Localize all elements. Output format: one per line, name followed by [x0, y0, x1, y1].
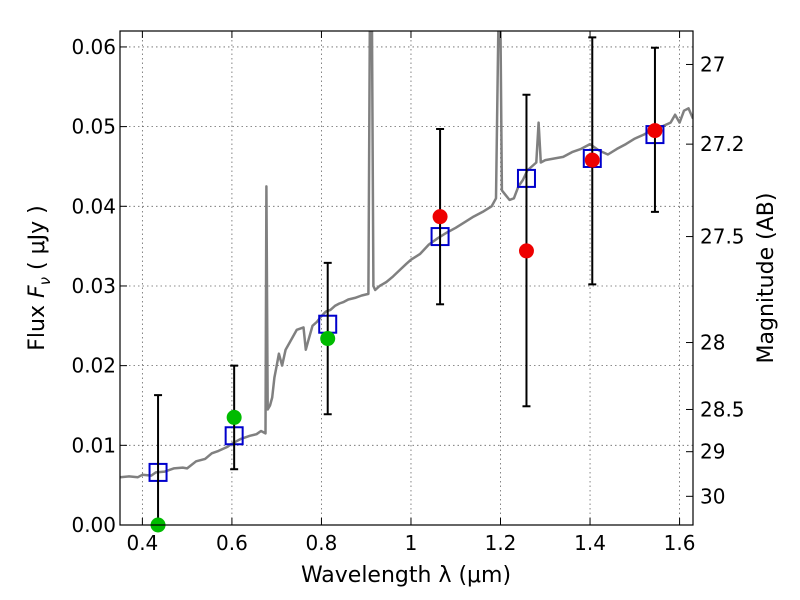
y-tick-label: 0.05	[71, 115, 116, 139]
axis-ticks: 0.4 0.6 0.8 1 1.2 1.4 1.6 0.00 0.01 0.02 0.03 0.04 0…	[71, 31, 745, 555]
y-tick-label: 0.06	[71, 35, 116, 59]
magnitude-tick-label: 28	[700, 331, 725, 355]
observed-flux-point	[320, 331, 336, 347]
y-tick-label: 0.04	[71, 194, 116, 218]
observed-flux-point	[226, 409, 242, 425]
magnitude-tick-label: 27.2	[700, 132, 745, 156]
observed-flux-point	[432, 209, 448, 225]
x-tick-label: 1.2	[485, 531, 517, 555]
y-axis-label: Flux Fν ( μJy )	[25, 205, 54, 350]
x-tick-label: 1.6	[664, 531, 696, 555]
plot-frame	[119, 30, 694, 526]
magnitude-axis-label: Magnitude (AB)	[754, 193, 779, 364]
y-tick-label: 0.03	[71, 274, 116, 298]
observed-flux-point	[584, 152, 600, 168]
y-tick-label: 0.00	[71, 513, 116, 537]
x-tick-label: 1.4	[574, 531, 606, 555]
spectrum-line	[120, 31, 693, 479]
x-tick-label: 0.4	[126, 531, 158, 555]
x-tick-label: 0.8	[306, 531, 338, 555]
grid	[120, 31, 693, 526]
y-tick-label: 0.02	[71, 354, 116, 378]
x-tick-label: 1	[405, 531, 418, 555]
x-axis-label: Wavelength λ (μm)	[301, 563, 511, 588]
y-tick-label: 0.01	[71, 433, 116, 457]
magnitude-tick-label: 27.5	[700, 225, 745, 249]
markers	[148, 36, 665, 533]
magnitude-tick-label: 29	[700, 440, 725, 464]
observed-flux-point	[647, 123, 663, 139]
observed-flux-point	[518, 243, 534, 259]
plot-area	[120, 31, 693, 479]
magnitude-tick-label: 27	[700, 52, 725, 76]
magnitude-tick-label: 30	[700, 484, 725, 508]
magnitude-tick-label: 28.5	[700, 397, 745, 421]
x-tick-label: 0.6	[216, 531, 248, 555]
